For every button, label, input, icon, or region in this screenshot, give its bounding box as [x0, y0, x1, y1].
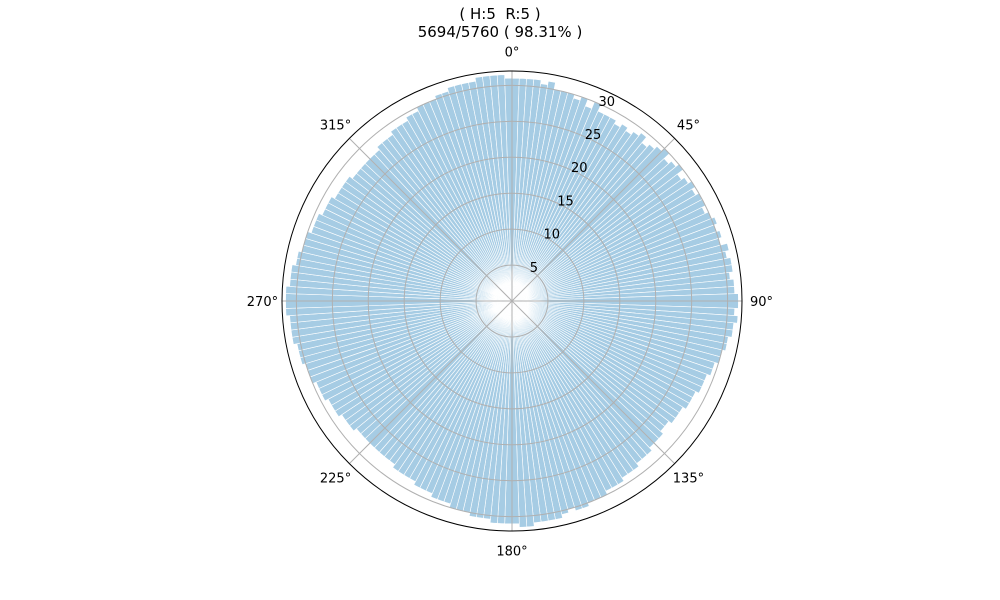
r-tick-label: 20 [571, 161, 588, 176]
grid-spoke [349, 138, 513, 302]
r-tick-label: 30 [599, 95, 616, 110]
bars-layer [285, 74, 739, 528]
theta-tick-label: 225° [320, 471, 351, 486]
bar [511, 242, 730, 302]
r-tick-label: 25 [585, 128, 602, 143]
bar [511, 300, 583, 512]
bar [511, 300, 703, 394]
bar [511, 116, 617, 302]
bar [511, 230, 723, 302]
outer-spine [281, 70, 743, 532]
r-tick-label: 15 [557, 194, 574, 209]
theta-tick-label: 135° [673, 471, 704, 486]
bar [496, 74, 513, 302]
r-tick-label: 5 [530, 261, 538, 276]
chart-title: ( H:5 R:5 ) [459, 5, 541, 23]
bar [511, 300, 690, 410]
bar [327, 196, 513, 302]
bar [413, 300, 513, 489]
bar [511, 300, 528, 528]
bar [511, 300, 677, 424]
theta-tick-label: 0° [505, 45, 520, 60]
theta-tick-label: 45° [677, 119, 700, 134]
grid-layer [282, 71, 742, 531]
r-tick-label: 10 [544, 228, 561, 243]
grid-spoke [349, 300, 513, 464]
bar [392, 300, 513, 472]
bar [511, 123, 629, 302]
theta-tick-label: 90° [750, 295, 773, 310]
bar [345, 175, 513, 302]
bar [511, 216, 718, 302]
bar [511, 264, 734, 302]
grid-spoke [511, 138, 675, 302]
theta-tick-label: 270° [247, 295, 278, 310]
labels-layer: 0° 45° 90° 135° 180° 225° 270° 315° 5 10 15 20 25 30 [247, 45, 773, 559]
theta-tick-label: 180° [496, 545, 527, 560]
grid-spoke [511, 300, 675, 464]
theta-tick-label: 315° [320, 119, 351, 134]
chart-subtitle: 5694/5760 ( 98.31% ) [417, 23, 583, 41]
